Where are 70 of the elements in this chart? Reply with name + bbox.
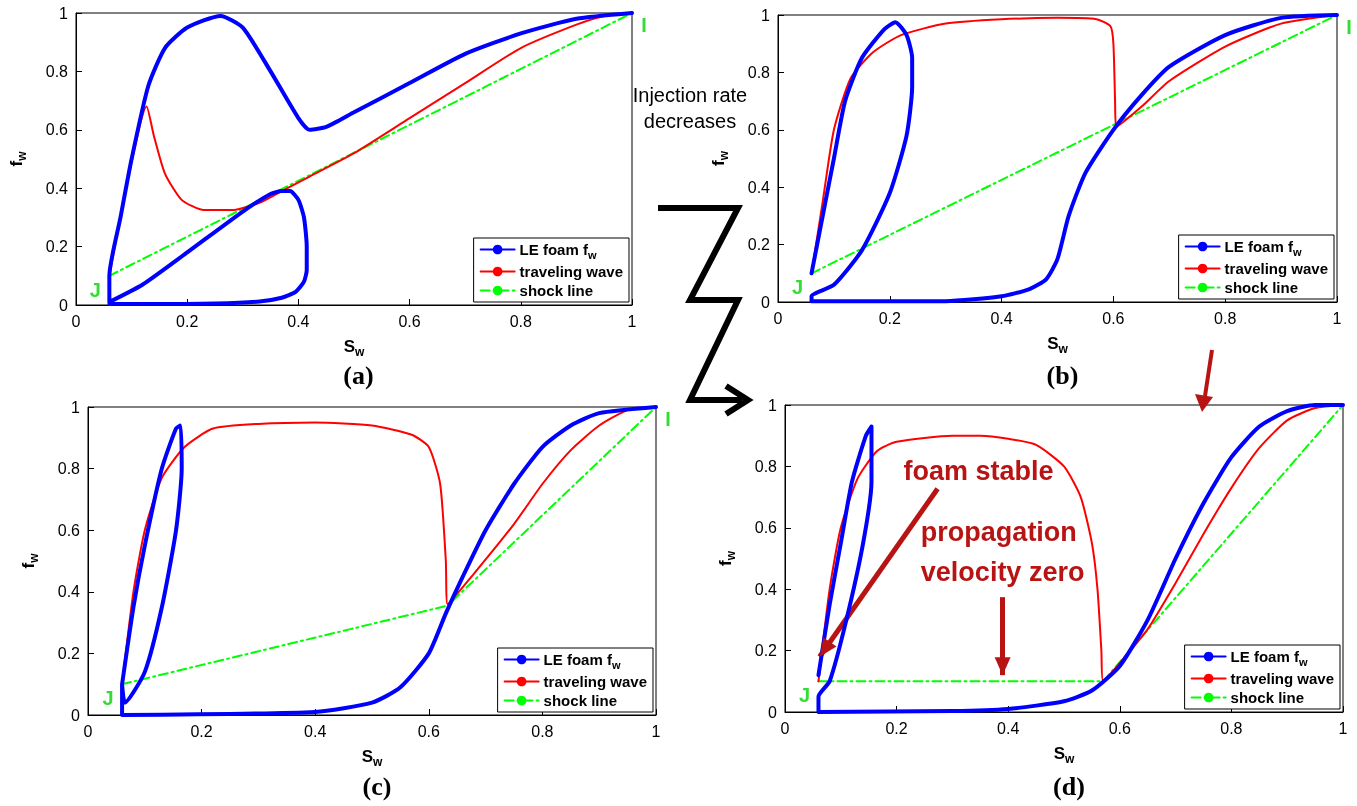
text: (b) [1046, 360, 1079, 390]
legend-label: traveling wave [519, 263, 624, 280]
y-axis-title: fw [19, 552, 41, 569]
annotation: I [665, 407, 671, 431]
x-tick-label: 0.4 [990, 309, 1013, 327]
y-tick-label: 0.6 [57, 521, 81, 539]
x-tick-label: 0.8 [1214, 309, 1237, 327]
text: Injection rate decreases [632, 84, 748, 132]
y-tick-label: 0.2 [754, 642, 778, 660]
legend-label: shock line [1224, 279, 1298, 296]
y-tick-label: 0 [71, 706, 81, 724]
annotation: J [89, 278, 101, 302]
legend-label: shock line [519, 282, 593, 299]
legend-label: traveling wave [1224, 260, 1329, 277]
y-tick-label: 0.4 [747, 178, 771, 196]
x-tick-label: 0.4 [997, 719, 1020, 737]
y-tick-label: 0.2 [45, 238, 69, 256]
annotation: foam stable [903, 455, 1054, 486]
x-tick-label: 1 [627, 312, 637, 330]
x-tick-label: 0.2 [176, 312, 199, 330]
x-tick-label: 0.2 [885, 719, 908, 737]
x-tick-label: 0 [780, 719, 790, 737]
y-tick-label: 0.8 [45, 62, 69, 80]
x-tick-label: 0.6 [1108, 719, 1132, 737]
y-tick-label: 0.8 [747, 63, 771, 81]
x-tick-label: 0.2 [190, 722, 213, 740]
x-tick-label: 0.2 [878, 309, 902, 327]
legend-label: traveling wave [1230, 670, 1335, 687]
y-tick-label: 0.4 [754, 580, 778, 598]
x-tick-label: 0.8 [531, 722, 554, 740]
legend-label: shock line [1230, 689, 1304, 706]
x-tick-label: 0.6 [1102, 309, 1125, 327]
x-tick-label: 1 [1338, 719, 1348, 737]
y-tick-label: 1 [761, 6, 771, 24]
y-tick-label: 0.6 [754, 519, 778, 537]
legend-label: traveling wave [543, 673, 648, 690]
annotation: I [1346, 15, 1352, 39]
y-tick-label: 0.2 [57, 644, 81, 662]
y-tick-label: 0.4 [57, 583, 81, 601]
x-tick-label: 0.6 [417, 722, 441, 740]
y-tick-label: 0.8 [57, 460, 81, 478]
y-tick-label: 1 [71, 398, 81, 416]
x-tick-label: 0.4 [287, 312, 310, 330]
y-tick-label: 0 [768, 703, 778, 721]
x-tick-label: 1 [651, 722, 661, 740]
x-tick-label: 0.4 [304, 722, 327, 740]
x-tick-label: 0 [83, 722, 93, 740]
annotation: propagation velocity zero [920, 517, 1085, 588]
y-tick-label: 0.6 [747, 121, 771, 139]
annotation: I [641, 13, 647, 37]
text: (c) [362, 771, 392, 801]
y-tick-label: 1 [768, 396, 778, 414]
x-tick-label: 0.6 [398, 312, 421, 330]
text: (a) [343, 360, 374, 390]
y-tick-label: 0 [59, 296, 69, 314]
y-tick-label: 0 [761, 293, 771, 311]
y-tick-label: 1 [59, 4, 69, 22]
y-axis-title: fw [7, 150, 29, 167]
legend-label: shock line [543, 692, 617, 709]
x-tick-label: 0.8 [509, 312, 533, 330]
y-tick-label: 0.6 [45, 121, 69, 139]
annotation: J [791, 275, 804, 299]
y-tick-label: 0.2 [747, 236, 771, 254]
y-tick-label: 0.4 [45, 179, 69, 197]
x-tick-label: 0.8 [1220, 719, 1243, 737]
x-tick-label: 1 [1332, 309, 1342, 327]
annotation: J [798, 683, 811, 707]
y-tick-label: 0.8 [754, 457, 778, 475]
text: (d) [1053, 771, 1085, 801]
annotation: J [102, 686, 114, 710]
